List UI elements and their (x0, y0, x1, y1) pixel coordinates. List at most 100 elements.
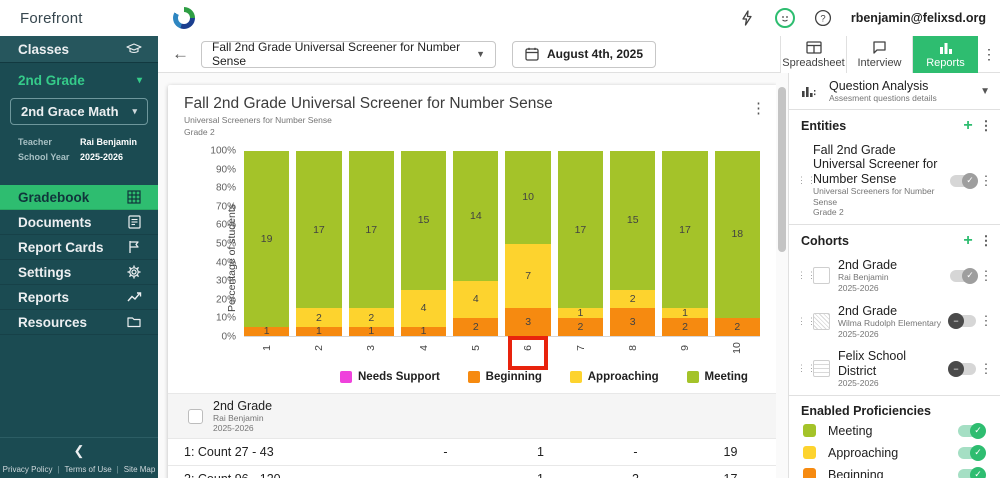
question-analysis-selector[interactable]: Question Analysis Assesment questions de… (789, 73, 1000, 110)
x-axis-label-9[interactable]: 9 (679, 345, 692, 351)
sidebar-item-reports[interactable]: Reports (0, 285, 158, 310)
tab-spreadsheet[interactable]: Spreadsheet (780, 35, 846, 73)
bar-segment-beginning[interactable]: 1 (244, 326, 290, 336)
sidebar-collapse-button[interactable]: ❮ (0, 437, 158, 463)
stacked-bar-3[interactable]: 17 2 1 (348, 151, 394, 336)
chart-card-menu[interactable]: ⋮ (751, 100, 766, 117)
proficiency-toggle[interactable]: ✓ (958, 466, 986, 478)
drag-handle-icon[interactable]: ⋮⋮ (797, 363, 817, 374)
x-axis-label-2[interactable]: 2 (312, 345, 325, 351)
stacked-bar-5[interactable]: 14 4 2 (453, 151, 499, 336)
proficiency-toggle[interactable]: ✓ (958, 422, 986, 439)
vertical-scrollbar[interactable] (776, 73, 788, 478)
table-row[interactable]: 2: Count 96 - 120-1217 (168, 466, 778, 478)
bar-segment-beginning[interactable]: 1 (400, 326, 447, 336)
sidebar-item-settings[interactable]: Settings (0, 260, 158, 285)
bar-segment-meeting[interactable]: 14 (453, 151, 499, 281)
bar-segment-meeting[interactable]: 10 (505, 151, 551, 244)
date-picker-button[interactable]: August 4th, 2025 (512, 40, 657, 68)
x-axis-label-8[interactable]: 8 (626, 345, 639, 351)
bar-segment-beginning[interactable]: 2 (453, 317, 499, 336)
entity-menu[interactable]: ⋮ (979, 172, 993, 188)
bar-segment-approaching[interactable]: 2 (348, 308, 394, 327)
x-axis-label-1[interactable]: 1 (260, 345, 273, 351)
x-axis-label-5[interactable]: 5 (469, 345, 482, 351)
entities-menu[interactable]: ⋮ (979, 118, 993, 133)
cohort-menu[interactable]: ⋮ (979, 267, 993, 283)
privacy-policy-link[interactable]: Privacy Policy (2, 465, 53, 474)
user-email[interactable]: rbenjamin@felixsd.org (850, 11, 986, 25)
quick-actions-icon[interactable] (737, 8, 757, 28)
terms-of-use-link[interactable]: Terms of Use (64, 465, 112, 474)
toolbar-overflow-menu[interactable]: ⋮ (982, 45, 996, 62)
stacked-bar-10[interactable]: 18 2 (714, 151, 760, 336)
bar-segment-approaching[interactable]: 2 (610, 289, 656, 309)
bar-segment-meeting[interactable]: 17 (662, 151, 708, 309)
bar-segment-meeting[interactable]: 18 (714, 151, 760, 318)
cohort-menu[interactable]: ⋮ (979, 360, 993, 376)
cohort-toggle[interactable]: − (948, 360, 976, 377)
bar-segment-meeting[interactable]: 17 (348, 151, 394, 309)
stacked-bar-4[interactable]: 15 4 1 (400, 151, 447, 336)
bar-segment-approaching[interactable]: 4 (453, 280, 499, 318)
back-button[interactable]: ← (172, 44, 189, 63)
bar-segment-beginning[interactable]: 3 (505, 308, 551, 336)
proficiency-toggle[interactable]: ✓ (958, 444, 986, 461)
sidebar-item-classes[interactable]: Classes (0, 36, 158, 63)
cohorts-menu[interactable]: ⋮ (979, 233, 993, 248)
bar-segment-beginning[interactable]: 2 (714, 317, 760, 336)
drag-handle-icon[interactable]: ⋮⋮ (797, 315, 817, 326)
bar-segment-meeting[interactable]: 19 (244, 151, 290, 327)
bar-segment-beginning[interactable]: 3 (610, 308, 656, 336)
x-axis-label-10[interactable]: 10 (731, 342, 744, 354)
x-axis-label-3[interactable]: 3 (365, 345, 378, 351)
x-axis-label-6[interactable]: 6 (505, 336, 550, 370)
drag-handle-icon[interactable]: ⋮⋮ (797, 175, 817, 185)
add-cohort-button[interactable]: + (963, 232, 973, 249)
site-map-link[interactable]: Site Map (123, 465, 156, 474)
bar-segment-meeting[interactable]: 17 (557, 151, 604, 309)
cohort-toggle[interactable]: ✓ (950, 267, 978, 284)
bar-segment-beginning[interactable]: 2 (662, 317, 708, 336)
stacked-bar-2[interactable]: 17 2 1 (296, 151, 342, 336)
bar-segment-approaching[interactable]: 7 (505, 243, 551, 309)
sidebar-item-resources[interactable]: Resources (0, 310, 158, 335)
table-row[interactable]: 1: Count 27 - 43 - 1 - 19 (168, 439, 778, 466)
scrollbar-thumb[interactable] (778, 87, 786, 252)
group-checkbox[interactable] (188, 408, 203, 424)
bar-segment-approaching[interactable]: 1 (662, 308, 708, 318)
bar-segment-approaching[interactable]: 2 (296, 308, 342, 327)
sidebar-grade-expander[interactable]: 2nd Grade ▾ (18, 73, 142, 88)
drag-handle-icon[interactable]: ⋮⋮ (797, 270, 817, 281)
bar-segment-meeting[interactable]: 15 (610, 151, 656, 290)
bar-segment-meeting[interactable]: 15 (400, 151, 447, 290)
assessment-select[interactable]: Fall 2nd Grade Universal Screener for Nu… (201, 40, 496, 68)
class-select-dropdown[interactable]: 2nd Grace Math ▾ (10, 98, 148, 125)
add-entity-button[interactable]: + (963, 117, 973, 134)
stacked-bar-6[interactable]: 10 7 3 (505, 151, 551, 336)
bar-segment-meeting[interactable]: 17 (296, 151, 342, 309)
help-icon[interactable]: ? (813, 8, 833, 28)
bar-segment-beginning[interactable]: 1 (348, 326, 394, 336)
x-axis-label-7[interactable]: 7 (574, 345, 587, 351)
stacked-bar-7[interactable]: 17 1 2 (557, 151, 604, 336)
bar-segment-beginning[interactable]: 1 (296, 326, 342, 336)
entity-toggle[interactable]: ✓ (950, 172, 978, 189)
cohort-menu[interactable]: ⋮ (979, 313, 993, 329)
sidebar-item-documents[interactable]: Documents (0, 210, 158, 235)
cohort-toggle[interactable]: − (948, 313, 976, 330)
sidebar-item-report-cards[interactable]: Report Cards (0, 235, 158, 260)
x-axis-label-4[interactable]: 4 (417, 345, 430, 351)
stacked-bar-1[interactable]: 19 1 (244, 151, 290, 336)
stacked-bar-9[interactable]: 17 1 2 (662, 151, 708, 336)
graduation-cap-icon (126, 43, 142, 55)
bar-segment-approaching[interactable]: 1 (557, 308, 604, 318)
bar-segment-approaching[interactable]: 4 (400, 289, 447, 327)
bar-segment-beginning[interactable]: 2 (557, 317, 604, 336)
avatar[interactable] (774, 8, 795, 28)
tab-interview[interactable]: Interview (846, 35, 912, 73)
tab-reports[interactable]: Reports (912, 35, 978, 73)
sidebar-item-gradebook[interactable]: Gradebook (0, 185, 158, 210)
stacked-bar-8[interactable]: 15 2 3 (610, 151, 656, 336)
folder-icon (126, 314, 142, 330)
